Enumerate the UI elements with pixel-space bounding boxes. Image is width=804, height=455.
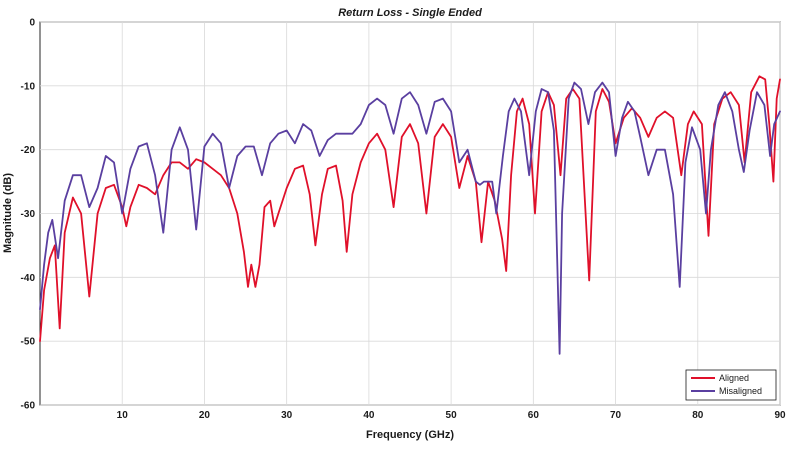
y-tick-label: -40 [21,273,36,284]
y-tick-label: -50 [21,337,36,348]
tick-labels: 10 20 30 40 50 60 70 80 90 0 -10 -20 -30 -40 -50 -60 [21,18,786,422]
x-tick-label: 80 [692,410,704,421]
x-tick-label: 10 [117,410,129,421]
grid [40,21,781,406]
x-tick-label: 70 [610,410,622,421]
x-tick-label: 40 [363,410,375,421]
chart-title: Return Loss - Single Ended [338,7,482,19]
y-tick-label: -10 [21,81,36,92]
series-line-misaligned [39,81,781,355]
legend-box [685,369,777,401]
series-line-aligned [39,75,781,343]
legend-label-aligned: Aligned [719,373,749,383]
y-axis-label: Magnitude (dB) [2,173,14,253]
y-tick-label: -20 [21,145,36,156]
x-tick-label: 90 [774,410,786,421]
legend-label-misaligned: Misaligned [719,386,762,396]
y-tick-label: -60 [21,401,36,412]
y-tick-label: 0 [29,18,35,29]
x-tick-label: 50 [446,410,458,421]
x-tick-label: 30 [281,410,293,421]
legend: Aligned Misaligned [685,369,777,401]
x-tick-label: 60 [528,410,540,421]
series-group [39,75,781,355]
y-tick-label: -30 [21,209,36,220]
x-tick-label: 20 [199,410,211,421]
x-axis-label: Frequency (GHz) [366,429,454,441]
